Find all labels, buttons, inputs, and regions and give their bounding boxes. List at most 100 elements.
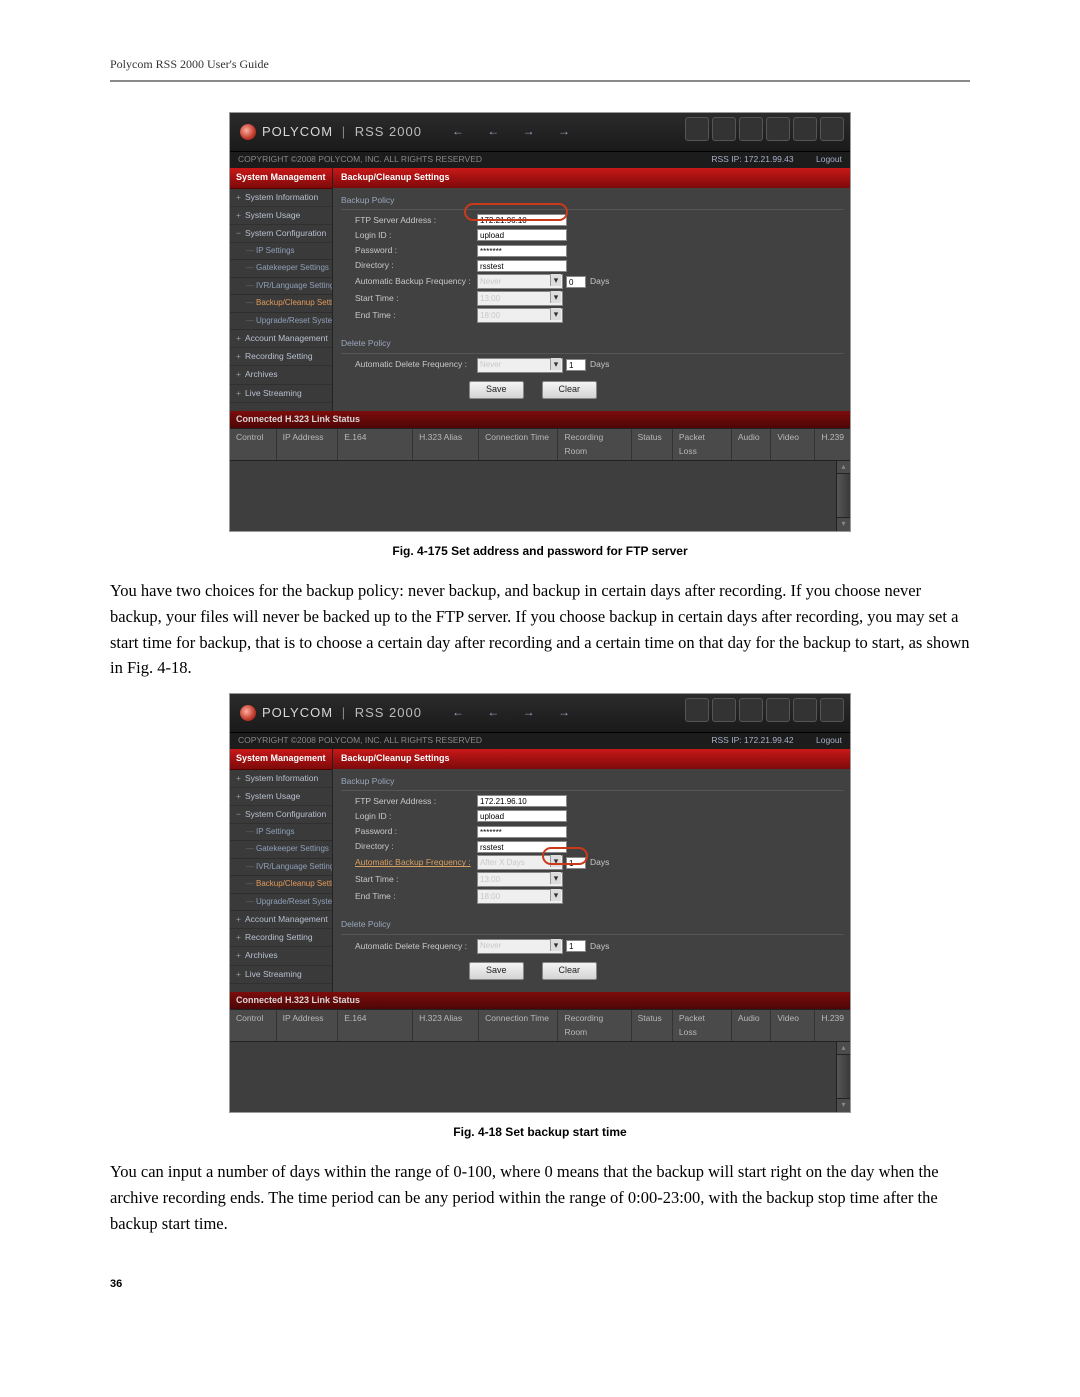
col-alias: H.323 Alias: [413, 429, 479, 459]
end-time-select[interactable]: 18:00: [477, 308, 563, 323]
auto-backup-freq-select[interactable]: After X Days: [477, 855, 563, 870]
col-room: Recording Room: [558, 429, 631, 459]
status-table-header: Control IP Address E.164 H.323 Alias Con…: [230, 428, 850, 460]
days-label: Days: [590, 940, 609, 953]
auto-delete-days-input[interactable]: 1: [566, 359, 586, 371]
auto-delete-freq-select[interactable]: Never: [477, 939, 563, 954]
save-button[interactable]: Save: [469, 381, 524, 399]
col-room: Recording Room: [558, 1010, 631, 1040]
save-button[interactable]: Save: [469, 962, 524, 980]
nav-label: IVR/Language Settings: [256, 862, 332, 871]
rss-ip-block: RSS IP: 172.21.99.43 Logout: [711, 153, 842, 166]
start-time-label: Start Time :: [339, 292, 477, 305]
nav-live-streaming[interactable]: +Live Streaming: [230, 966, 332, 984]
top-icon[interactable]: [766, 117, 790, 141]
top-icon[interactable]: [739, 117, 763, 141]
backup-policy-section-label: Backup Policy: [341, 194, 844, 210]
nav-label: Account Management: [245, 914, 328, 924]
sub-bar: COPYRIGHT ©2008 POLYCOM, INC. ALL RIGHTS…: [230, 151, 850, 168]
nav-ip-settings[interactable]: —IP Settings: [230, 824, 332, 841]
sidebar: System Management +System Information +S…: [230, 168, 333, 411]
ftp-address-input[interactable]: 172.21.96.10: [477, 214, 567, 226]
password-input[interactable]: *******: [477, 245, 567, 257]
start-time-select[interactable]: 13:00: [477, 872, 563, 887]
top-icon[interactable]: [793, 698, 817, 722]
col-ip: IP Address: [277, 1010, 339, 1040]
top-icon[interactable]: [820, 117, 844, 141]
nav-gatekeeper-settings[interactable]: —Gatekeeper Settings: [230, 841, 332, 858]
ftp-address-label: FTP Server Address :: [339, 795, 477, 808]
nav-account-management[interactable]: +Account Management: [230, 911, 332, 929]
nav-system-information[interactable]: +System Information: [230, 189, 332, 207]
nav-recording-setting[interactable]: +Recording Setting: [230, 929, 332, 947]
nav-recording-setting[interactable]: +Recording Setting: [230, 348, 332, 366]
start-time-select[interactable]: 13:00: [477, 291, 563, 306]
nav-account-management[interactable]: +Account Management: [230, 330, 332, 348]
nav-backup-cleanup-settings[interactable]: —Backup/Cleanup Settings: [230, 295, 332, 312]
top-icon[interactable]: [793, 117, 817, 141]
rss-ip-label: RSS IP:: [711, 154, 741, 164]
status-table-body: [230, 1042, 850, 1112]
auto-delete-days-input[interactable]: 1: [566, 940, 586, 952]
scrollbar[interactable]: [836, 1042, 850, 1112]
clear-button[interactable]: Clear: [542, 962, 598, 980]
password-input[interactable]: *******: [477, 826, 567, 838]
nav-upgrade-reset[interactable]: —Upgrade/Reset System: [230, 313, 332, 330]
nav-ip-settings[interactable]: —IP Settings: [230, 243, 332, 260]
login-id-input[interactable]: upload: [477, 229, 567, 241]
scrollbar[interactable]: [836, 461, 850, 531]
directory-input[interactable]: rsstest: [477, 260, 567, 272]
login-id-input[interactable]: upload: [477, 810, 567, 822]
logout-link[interactable]: Logout: [816, 154, 842, 164]
nav-upgrade-reset[interactable]: —Upgrade/Reset System: [230, 894, 332, 911]
nav-live-streaming[interactable]: +Live Streaming: [230, 385, 332, 403]
top-icon[interactable]: [712, 698, 736, 722]
col-h239: H.239: [815, 1010, 850, 1040]
nav-gatekeeper-settings[interactable]: —Gatekeeper Settings: [230, 260, 332, 277]
top-icon[interactable]: [685, 698, 709, 722]
end-time-label: End Time :: [339, 309, 477, 322]
auto-delete-freq-select[interactable]: Never: [477, 358, 563, 373]
nav-archives[interactable]: +Archives: [230, 366, 332, 384]
directory-input[interactable]: rsstest: [477, 841, 567, 853]
col-conn: Connection Time: [479, 1010, 558, 1040]
top-icon[interactable]: [766, 698, 790, 722]
nav-arrows-icon[interactable]: ← ← → →: [452, 122, 580, 141]
page-header: Polycom RSS 2000 User's Guide: [110, 55, 970, 82]
brand-polycom: POLYCOM: [262, 124, 333, 139]
brand-rss: RSS 2000: [355, 705, 422, 720]
nav-arrows-icon[interactable]: ← ← → →: [452, 703, 580, 722]
auto-backup-days-input[interactable]: 0: [566, 276, 586, 288]
top-icon-bar: [685, 117, 844, 141]
top-icon[interactable]: [685, 117, 709, 141]
nav-label: Archives: [245, 369, 278, 379]
ftp-address-input[interactable]: 172.21.96.10: [477, 795, 567, 807]
nav-label: Backup/Cleanup Settings: [256, 879, 332, 888]
nav-system-configuration[interactable]: −System Configuration: [230, 806, 332, 824]
nav-label: Upgrade/Reset System: [256, 897, 332, 906]
nav-archives[interactable]: +Archives: [230, 947, 332, 965]
auto-backup-days-input[interactable]: 1: [566, 857, 586, 869]
nav-ivr-language-settings[interactable]: —IVR/Language Settings: [230, 859, 332, 876]
screenshot-2: POLYCOM | RSS 2000 ← ← → → COPYRIGHT ©20…: [229, 693, 851, 1113]
nav-system-usage[interactable]: +System Usage: [230, 207, 332, 225]
days-label: Days: [590, 275, 609, 288]
top-icon[interactable]: [820, 698, 844, 722]
auto-delete-freq-label: Automatic Delete Frequency :: [339, 940, 477, 953]
nav-label: Live Streaming: [245, 969, 302, 979]
top-icon[interactable]: [712, 117, 736, 141]
nav-backup-cleanup-settings[interactable]: —Backup/Cleanup Settings: [230, 876, 332, 893]
nav-label: Upgrade/Reset System: [256, 316, 332, 325]
auto-backup-freq-select[interactable]: Never: [477, 274, 563, 289]
nav-label: System Usage: [245, 791, 300, 801]
nav-system-usage[interactable]: +System Usage: [230, 788, 332, 806]
clear-button[interactable]: Clear: [542, 381, 598, 399]
logout-link[interactable]: Logout: [816, 735, 842, 745]
password-label: Password :: [339, 244, 477, 257]
nav-ivr-language-settings[interactable]: —IVR/Language Settings: [230, 278, 332, 295]
top-icon[interactable]: [739, 698, 763, 722]
nav-label: System Usage: [245, 210, 300, 220]
nav-system-configuration[interactable]: −System Configuration: [230, 225, 332, 243]
end-time-select[interactable]: 18:00: [477, 889, 563, 904]
nav-system-information[interactable]: +System Information: [230, 770, 332, 788]
